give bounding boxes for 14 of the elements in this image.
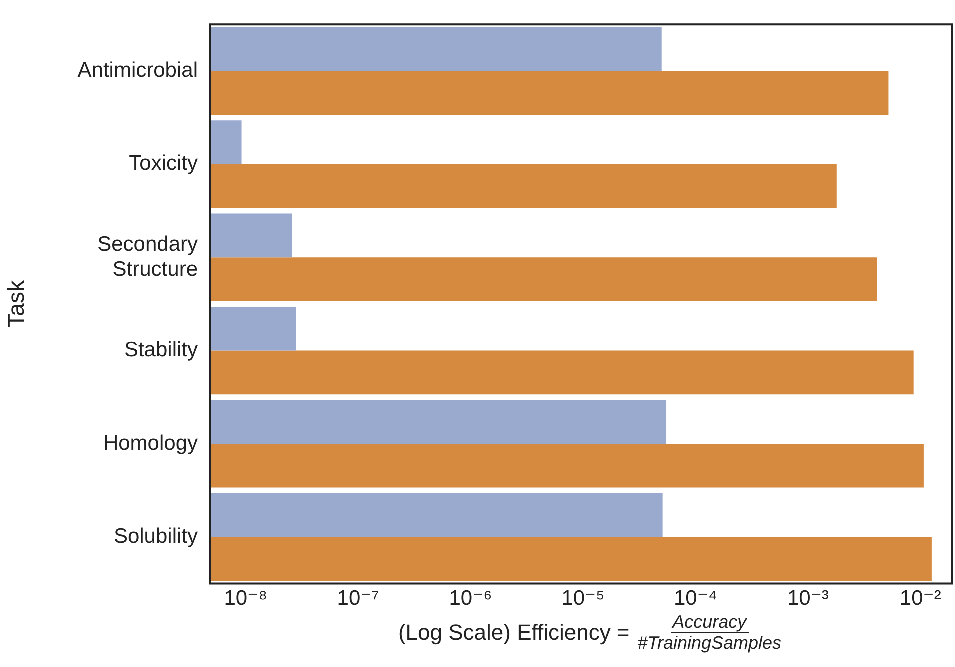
x-tick-label: 10⁻⁶ xyxy=(449,587,492,610)
y-tick-label: Homology xyxy=(103,432,198,455)
x-tick-label: 10⁻² xyxy=(900,587,942,610)
y-tick-label: Stability xyxy=(124,338,198,362)
y-tick-label: Secondary Structure xyxy=(98,232,198,281)
x-tick-label: 10⁻³ xyxy=(787,587,829,610)
y-tick-label: Toxicity xyxy=(129,152,198,176)
y-tick-label: Solubility xyxy=(114,524,198,548)
x-tick-label: 10⁻⁵ xyxy=(562,587,605,610)
y-tick-label: Antimicrobial xyxy=(78,58,198,82)
y-axis-title: Task xyxy=(3,280,30,328)
x-tick-label: 10⁻⁷ xyxy=(337,587,380,610)
x-tick-label: 10⁻⁴ xyxy=(674,587,718,610)
x-tick-label: 10⁻⁸ xyxy=(224,587,268,610)
